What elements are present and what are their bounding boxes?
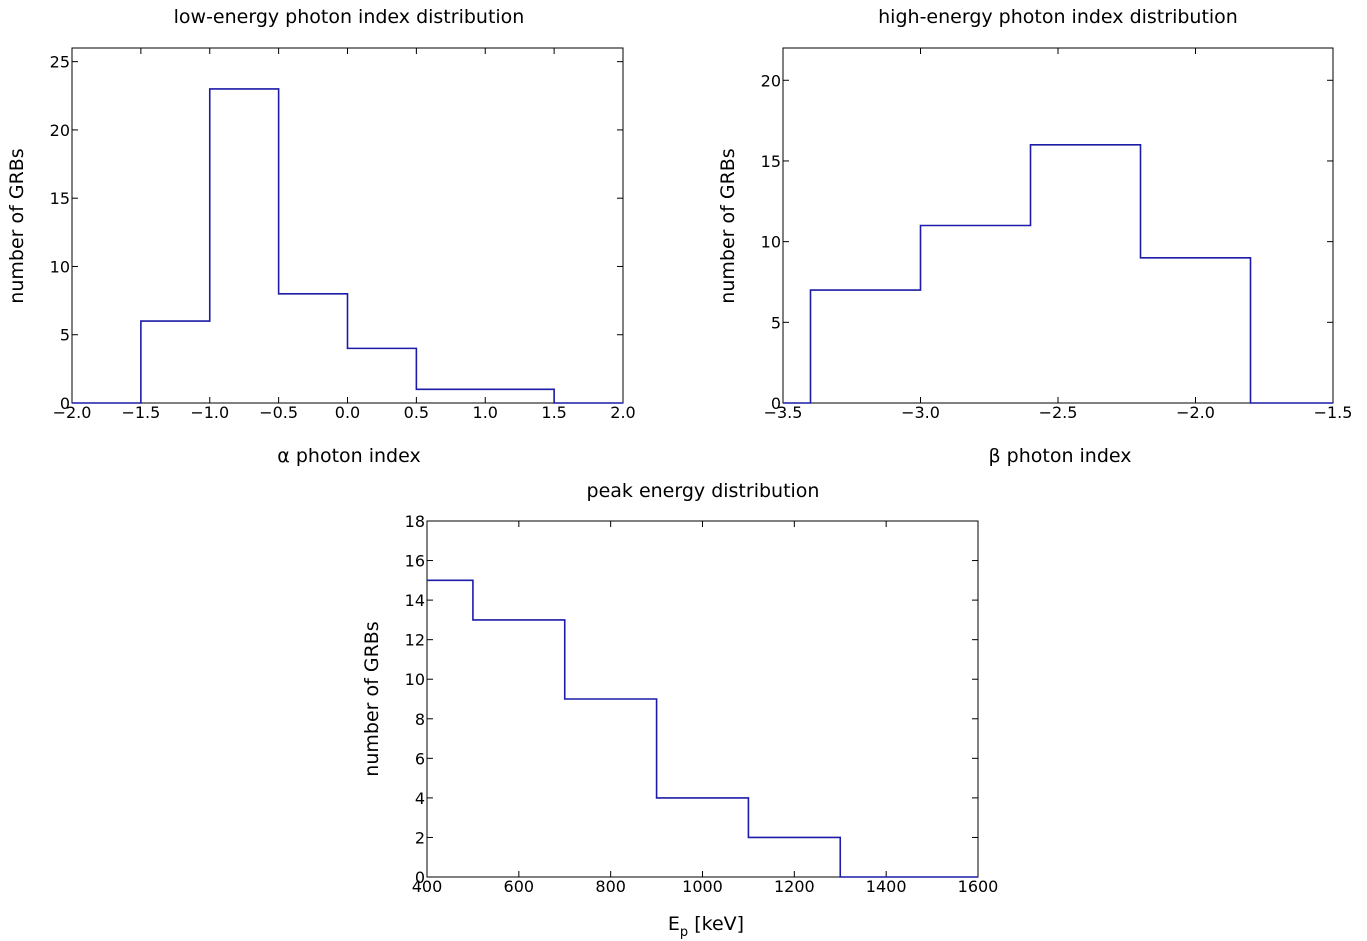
x-tick-label: −1.5: [121, 403, 160, 422]
y-axis-label: number of GRBs: [6, 148, 28, 303]
histogram-step: [427, 579, 978, 878]
chart-title: high-energy photon index distribution: [878, 6, 1238, 28]
x-tick-label: −1.0: [190, 403, 229, 422]
x-tick-label: −3.5: [764, 403, 803, 422]
y-tick-label: 10: [405, 670, 425, 689]
y-tick-label: 0: [60, 394, 70, 413]
chart-title: peak energy distribution: [587, 480, 820, 502]
plot-frame: [426, 520, 979, 878]
y-tick-label: 10: [50, 257, 70, 276]
panel-high-energy: high-energy photon index distribution −3…: [717, 6, 1352, 467]
x-tick-label: −2.0: [1176, 403, 1215, 422]
x-ticks: −3.5 −3.0 −2.5 −2.0 −1.5: [764, 48, 1353, 422]
x-tick-label: 0.0: [335, 403, 360, 422]
y-tick-label: 5: [771, 313, 781, 332]
y-tick-label: 10: [761, 233, 781, 252]
x-tick-label: 1600: [958, 877, 999, 896]
histogram-step: [72, 88, 623, 404]
y-axis-label: number of GRBs: [717, 148, 739, 303]
x-axis-label-main: E: [668, 913, 680, 935]
plot-frame: [71, 47, 624, 404]
x-axis-label: Ep [keV]: [668, 913, 744, 940]
x-tick-label: 1.5: [541, 403, 566, 422]
y-ticks: 0 5 10 15 20 25: [50, 53, 623, 413]
y-tick-label: 4: [415, 789, 425, 808]
y-tick-label: 0: [771, 394, 781, 413]
y-ticks: 0 5 10 15 20: [761, 71, 1333, 413]
x-tick-label: 1.0: [473, 403, 498, 422]
y-tick-label: 8: [415, 710, 425, 729]
y-tick-label: 5: [60, 326, 70, 345]
x-ticks: 400 600 800 1000 1200 1400 1600: [412, 521, 999, 896]
y-tick-label: 20: [50, 121, 70, 140]
histogram-step: [783, 144, 1333, 404]
y-tick-label: 0: [415, 868, 425, 887]
x-tick-label: 2.0: [610, 403, 635, 422]
x-tick-label: 1400: [866, 877, 907, 896]
y-tick-label: 15: [50, 189, 70, 208]
x-axis-label-unit: [keV]: [688, 913, 744, 935]
x-tick-label: 400: [412, 877, 443, 896]
x-axis-label-subscript: p: [680, 925, 688, 940]
y-tick-label: 25: [50, 53, 70, 72]
x-tick-label: 0.5: [404, 403, 429, 422]
x-tick-label: 1200: [774, 877, 815, 896]
x-ticks: −2.0 −1.5 −1.0 −0.5 0.0 0.5 1.0 1.5 2.0: [53, 48, 636, 422]
y-ticks: 0 2 4 6 8 10 12 14 16 18: [405, 512, 978, 887]
x-tick-label: −2.5: [1039, 403, 1078, 422]
y-axis-label: number of GRBs: [361, 621, 383, 776]
y-tick-label: 2: [415, 828, 425, 847]
panel-peak-energy: peak energy distribution 400 600 800 1000 12…: [361, 480, 998, 940]
y-tick-label: 12: [405, 631, 425, 650]
y-tick-label: 18: [405, 512, 425, 531]
y-tick-label: 16: [405, 552, 425, 571]
x-tick-label: −2.0: [53, 403, 92, 422]
y-tick-label: 15: [761, 152, 781, 171]
y-tick-label: 6: [415, 749, 425, 768]
x-tick-label: 800: [595, 877, 626, 896]
y-tick-label: 14: [405, 591, 425, 610]
x-tick-label: −1.5: [1314, 403, 1353, 422]
x-tick-label: −0.5: [259, 403, 298, 422]
x-tick-label: 1000: [682, 877, 723, 896]
x-axis-label: α photon index: [277, 445, 420, 467]
x-tick-label: 600: [504, 877, 535, 896]
x-axis-label: β photon index: [988, 445, 1131, 467]
chart-title: low-energy photon index distribution: [174, 6, 525, 28]
y-tick-label: 20: [761, 71, 781, 90]
panel-low-energy: low-energy photon index distribution −2.…: [6, 6, 636, 467]
x-tick-label: −3.0: [901, 403, 940, 422]
